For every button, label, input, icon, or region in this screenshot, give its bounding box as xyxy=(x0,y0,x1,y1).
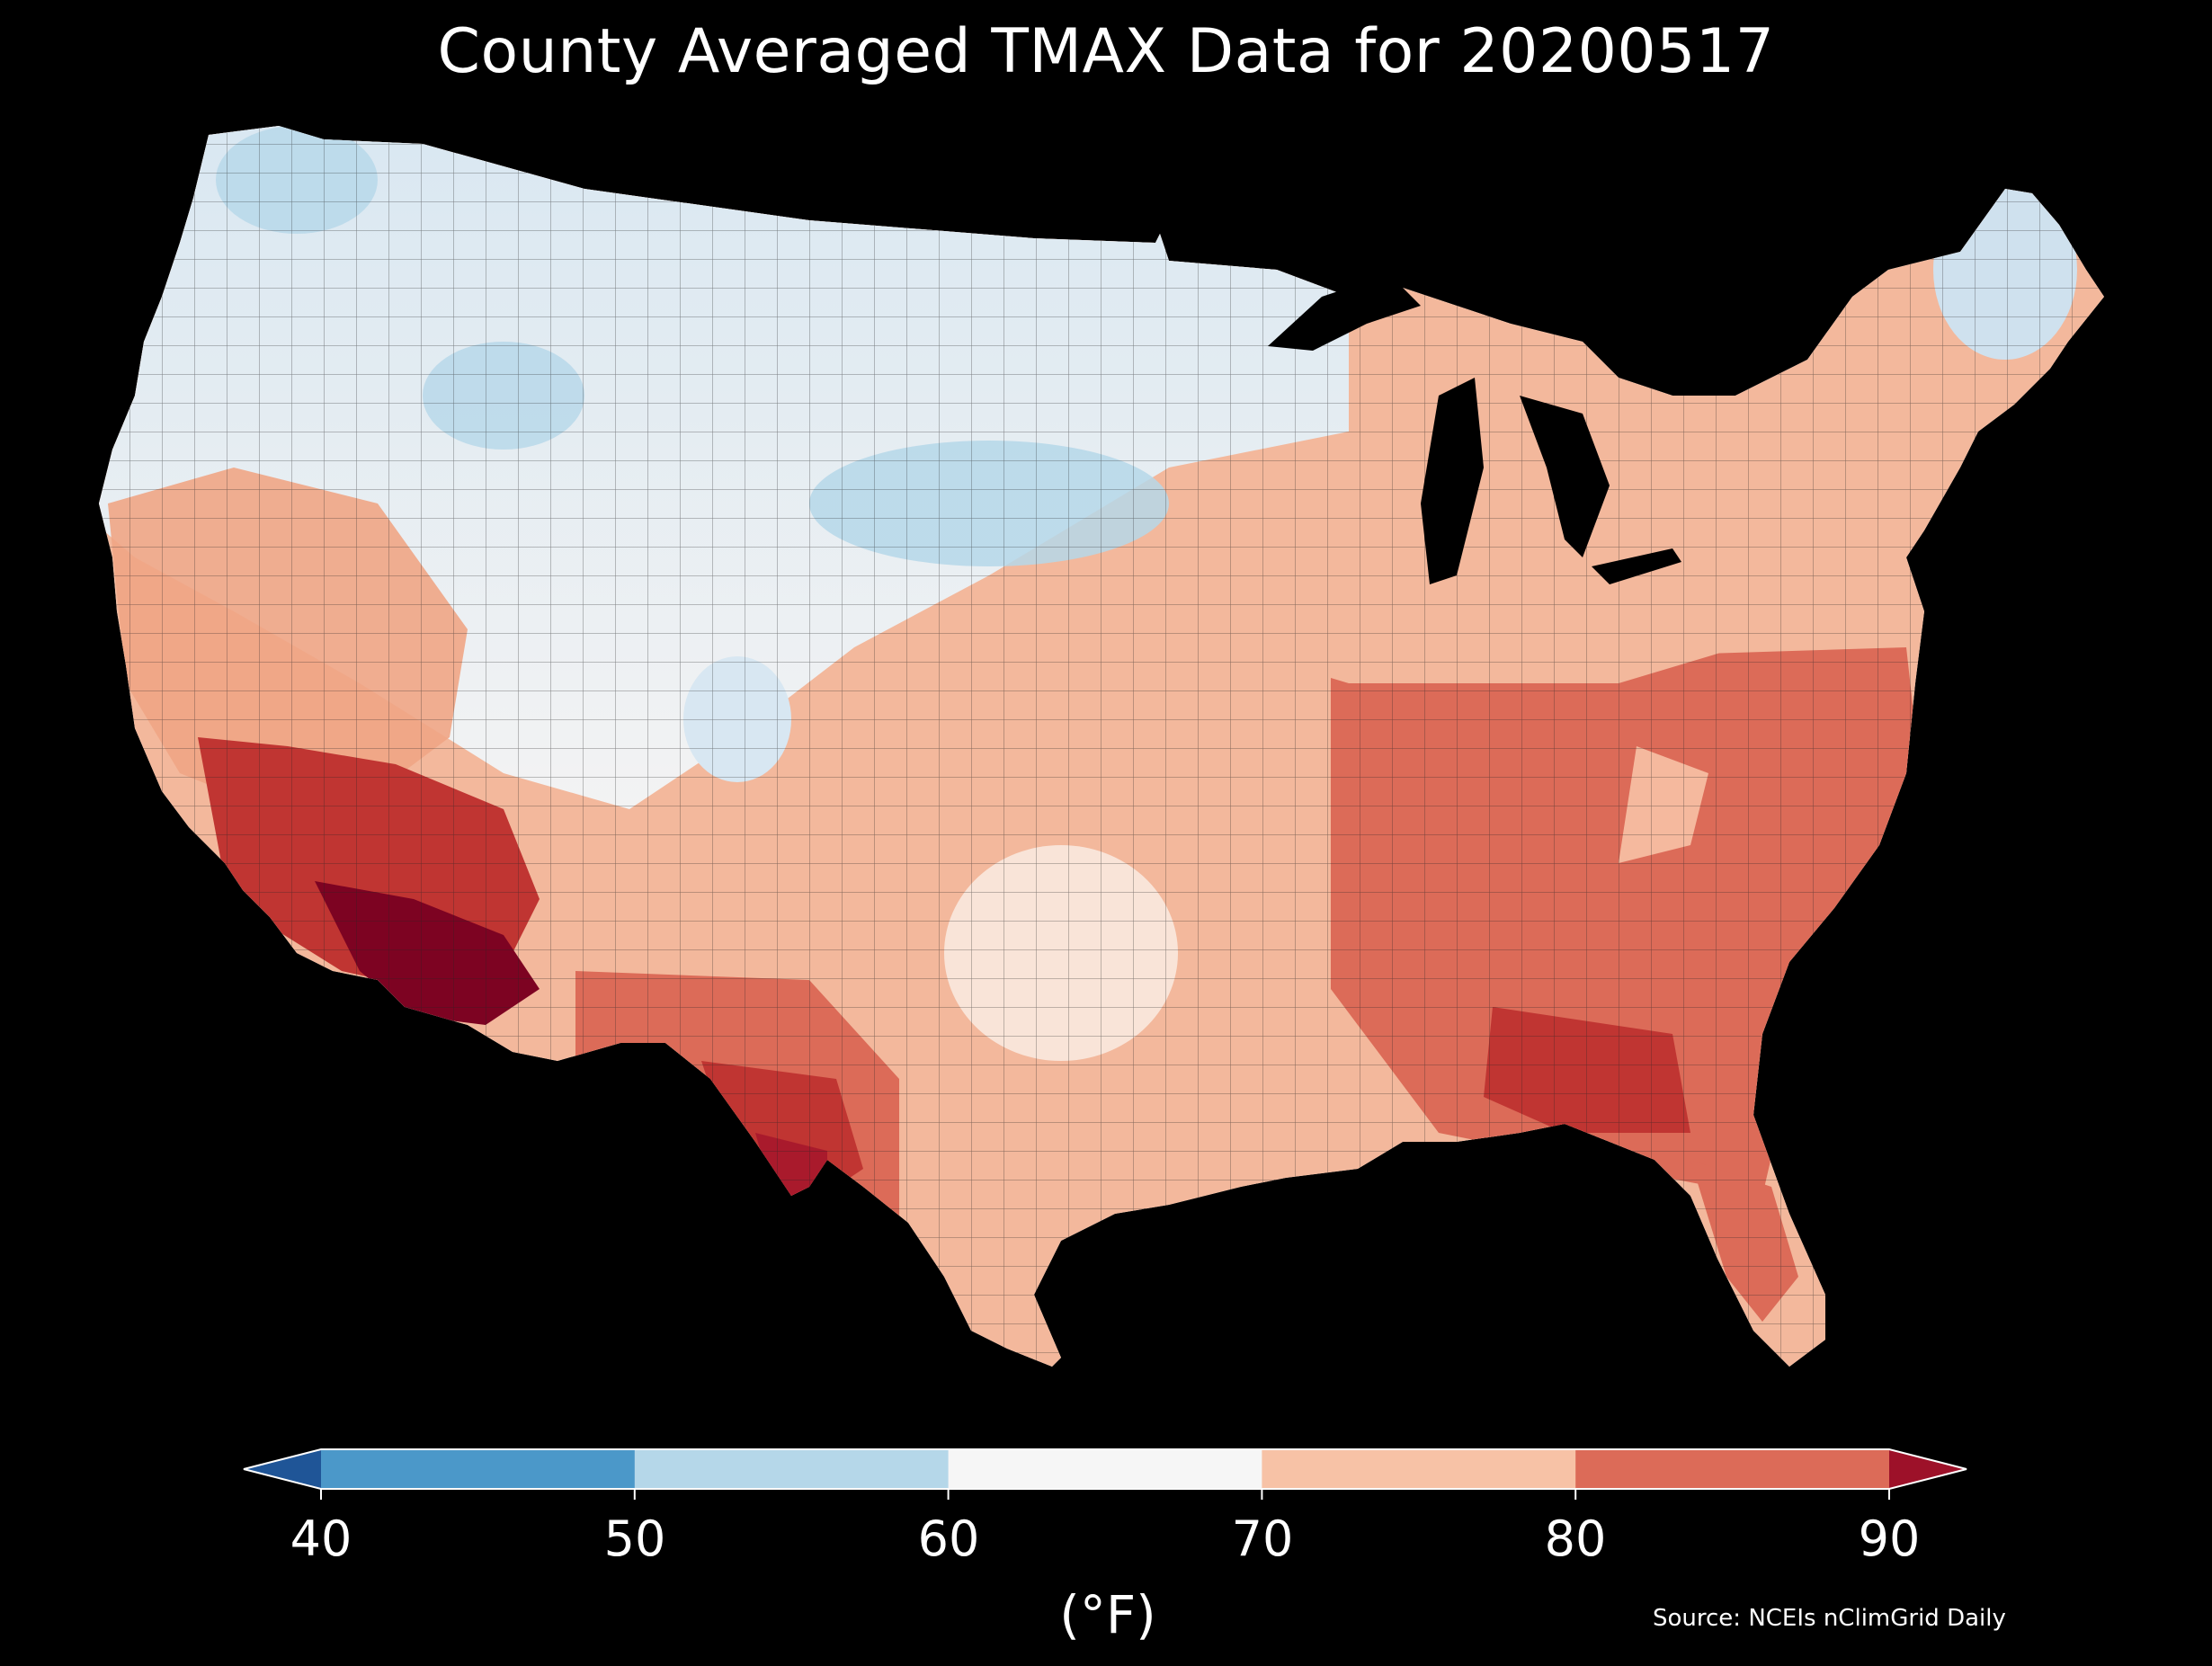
lake-huron xyxy=(1520,396,1610,557)
colorbar-extend-low xyxy=(244,1449,321,1489)
lake-erie xyxy=(1592,548,1681,584)
colorbar-bin-60-70 xyxy=(948,1449,1262,1489)
colorbar-bin-50-60 xyxy=(634,1449,950,1489)
colorbar-bin-80-90 xyxy=(1575,1449,1890,1489)
tick-label-90: 90 xyxy=(1858,1510,1921,1567)
colorbar-bin-40-50 xyxy=(321,1449,636,1489)
tick-label-70: 70 xyxy=(1231,1510,1294,1567)
colorbar-extend-high xyxy=(1889,1449,1967,1489)
colorbar-unit: (°F) xyxy=(1059,1584,1156,1645)
lake-michigan xyxy=(1421,378,1484,584)
lake-superior xyxy=(1268,279,1421,351)
colorbar-bin-70-80 xyxy=(1262,1449,1576,1489)
tick-label-60: 60 xyxy=(917,1510,980,1567)
page-title: County Averaged TMAX Data for 20200517 xyxy=(437,16,1775,87)
tick-label-80: 80 xyxy=(1544,1510,1607,1567)
tick-label-50: 50 xyxy=(603,1510,666,1567)
source-note: Source: NCEIs nClimGrid Daily xyxy=(1653,1605,2006,1632)
tick-label-40: 40 xyxy=(290,1510,352,1567)
